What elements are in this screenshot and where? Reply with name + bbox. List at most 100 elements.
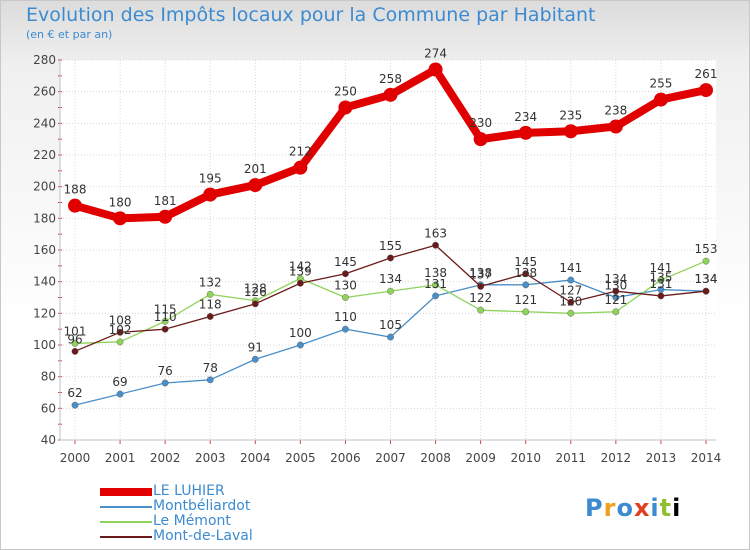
data-label-2: 121 <box>604 293 627 307</box>
data-label-0: 180 <box>109 195 132 209</box>
data-label-0: 250 <box>334 85 357 99</box>
data-label-2: 115 <box>154 302 177 316</box>
x-tick-label: 2013 <box>646 451 677 465</box>
data-label-3: 127 <box>559 283 582 297</box>
x-tick-label: 2002 <box>150 451 181 465</box>
data-label-2: 101 <box>64 324 87 338</box>
data-point-2 <box>522 308 530 316</box>
x-tick-label: 2009 <box>465 451 496 465</box>
legend-swatch-le-luhier <box>100 487 152 496</box>
data-point-1 <box>161 379 169 387</box>
data-label-1: 130 <box>604 279 627 293</box>
data-point-0 <box>203 187 218 202</box>
data-point-2 <box>612 308 620 316</box>
data-label-2: 134 <box>379 272 402 286</box>
data-label-2: 120 <box>559 294 582 308</box>
data-label-1: 100 <box>289 326 312 340</box>
data-label-3: 163 <box>424 226 447 240</box>
data-point-2 <box>342 294 349 301</box>
data-point-2 <box>657 276 665 284</box>
data-point-1 <box>387 333 394 341</box>
data-label-2: 130 <box>334 279 357 293</box>
logo-letter-4: x <box>633 494 651 522</box>
data-label-1: 138 <box>469 266 492 280</box>
data-label-1: 62 <box>67 386 82 400</box>
data-point-2 <box>432 281 439 289</box>
data-label-3: 108 <box>109 313 132 327</box>
data-label-1: 134 <box>695 272 718 286</box>
x-tick-label: 2000 <box>60 451 91 465</box>
data-label-1: 105 <box>379 318 402 332</box>
data-label-0: 195 <box>199 172 222 186</box>
data-label-3: 134 <box>695 272 718 286</box>
y-tick-label: 80 <box>41 370 56 384</box>
data-label-3: 155 <box>379 239 402 253</box>
data-point-3 <box>612 287 620 295</box>
data-label-3: 137 <box>469 267 492 281</box>
data-point-1 <box>522 281 530 289</box>
data-label-2: 128 <box>244 282 267 296</box>
logo-letter-5: i <box>650 494 660 522</box>
y-tick-label: 120 <box>33 306 56 320</box>
data-label-1: 91 <box>248 340 263 354</box>
data-point-2 <box>477 306 485 314</box>
y-tick-label: 220 <box>33 148 56 162</box>
data-label-2: 142 <box>289 260 312 274</box>
data-point-3 <box>296 279 304 287</box>
data-point-2 <box>161 317 169 325</box>
y-tick-label: 160 <box>33 243 56 257</box>
legend-label-mont-de-laval: Mont-de-Laval <box>153 528 253 544</box>
logo-letter-6: t <box>659 494 673 522</box>
legend-swatch-mont-de-laval <box>100 535 152 538</box>
data-point-2 <box>116 338 124 346</box>
x-tick-label: 2010 <box>510 451 541 465</box>
legend-swatch-montbeliardot <box>100 505 152 508</box>
chart-subtitle: (en € et par an) <box>26 28 113 41</box>
data-label-3: 134 <box>604 272 627 286</box>
x-tick-label: 2007 <box>375 451 406 465</box>
data-point-1 <box>206 376 214 384</box>
legend-label-le-luhier: LE LUHIER <box>153 483 225 499</box>
x-tick-label: 2003 <box>195 451 226 465</box>
y-tick-label: 100 <box>33 338 56 352</box>
data-label-2: 153 <box>695 242 718 256</box>
data-point-1 <box>432 292 439 300</box>
data-point-3 <box>116 328 124 336</box>
legend-label-le-memont: Le Mémont <box>153 513 231 529</box>
x-tick-label: 2008 <box>420 451 451 465</box>
data-point-3 <box>387 254 394 262</box>
data-label-0: 188 <box>64 183 87 197</box>
data-label-1: 76 <box>158 364 173 378</box>
x-tick-label: 2004 <box>240 451 271 465</box>
data-label-3: 110 <box>154 310 177 324</box>
y-tick-label: 240 <box>33 116 56 130</box>
data-label-2: 138 <box>424 266 447 280</box>
data-point-0 <box>518 125 533 140</box>
data-point-3 <box>702 287 710 295</box>
data-point-0 <box>563 124 578 139</box>
data-label-0: 230 <box>469 116 492 130</box>
y-tick-label: 260 <box>33 85 56 99</box>
logo-letter-7: i <box>672 494 682 522</box>
logo-letter-1: P <box>585 494 604 522</box>
data-point-1 <box>251 355 259 363</box>
data-label-0: 212 <box>289 145 312 159</box>
y-tick-label: 180 <box>33 211 56 225</box>
x-tick-label: 2006 <box>330 451 361 465</box>
data-label-1: 78 <box>203 361 218 375</box>
data-label-0: 274 <box>424 47 447 61</box>
data-label-2: 132 <box>199 275 222 289</box>
data-label-2: 121 <box>514 293 537 307</box>
y-tick-label: 140 <box>33 275 56 289</box>
y-tick-label: 200 <box>33 180 56 194</box>
data-label-3: 118 <box>199 298 222 312</box>
data-point-3 <box>251 300 259 308</box>
data-point-0 <box>653 92 668 107</box>
data-label-0: 201 <box>244 162 267 176</box>
data-point-1 <box>116 390 124 398</box>
data-point-1 <box>342 325 349 333</box>
data-point-0 <box>113 211 128 226</box>
data-point-2 <box>71 340 79 347</box>
data-label-0: 238 <box>604 104 627 118</box>
